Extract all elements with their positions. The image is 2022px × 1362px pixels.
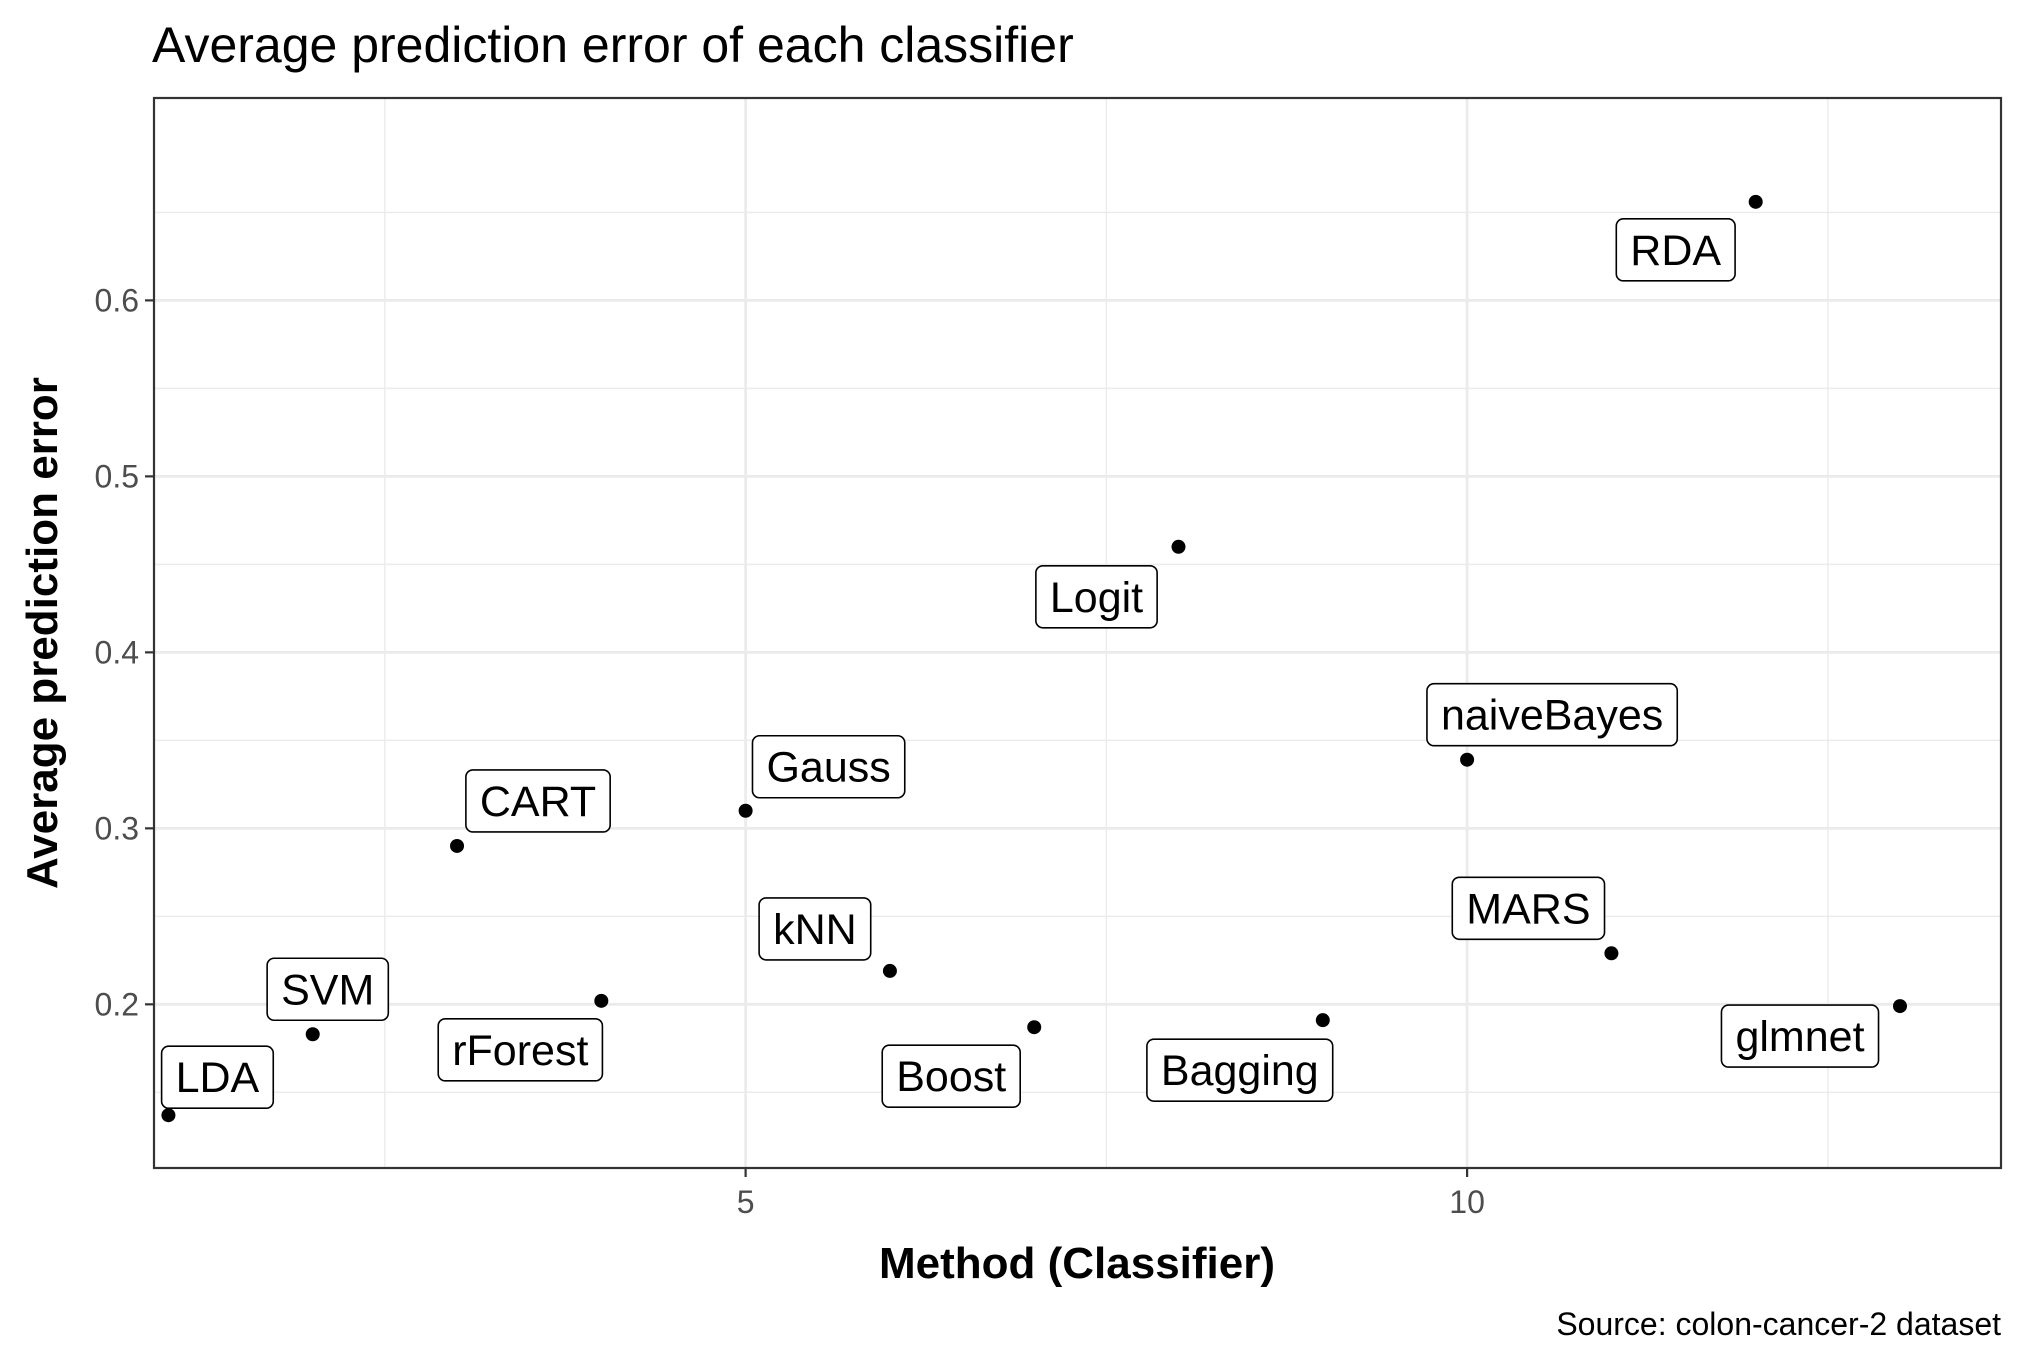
- label-box: [160, 1045, 275, 1110]
- label-box: [1426, 682, 1679, 747]
- point-label: RDA: [1615, 218, 1736, 282]
- plot-border: [152, 96, 2003, 1170]
- point-label: rForest: [437, 1018, 604, 1082]
- label-box: [758, 897, 872, 961]
- x-tick-label: 10: [1449, 1184, 1485, 1220]
- label-box: [266, 957, 390, 1022]
- data-point: [1171, 539, 1186, 554]
- label-text: LDA: [176, 1054, 260, 1102]
- label-text: MARS: [1466, 885, 1590, 933]
- label-box: [751, 734, 906, 799]
- y-axis-title: Average prediction error: [18, 377, 67, 889]
- label-text: Gauss: [766, 744, 890, 792]
- label-box: [1615, 218, 1736, 282]
- label-box: [1035, 564, 1158, 629]
- data-point: [882, 963, 897, 978]
- point-label: LDA: [160, 1045, 275, 1110]
- major-grid: [154, 98, 2001, 1168]
- x-axis: 5 10: [737, 1168, 1485, 1220]
- data-point: [594, 993, 609, 1008]
- x-axis-title: Method (Classifier): [879, 1239, 1275, 1288]
- point-label: kNN: [758, 897, 872, 961]
- data-point: [738, 803, 753, 818]
- label-box: [1146, 1038, 1334, 1102]
- data-point: [1604, 946, 1619, 961]
- label-text: RDA: [1630, 227, 1721, 275]
- label-text: Logit: [1050, 574, 1143, 622]
- point-label: SVM: [266, 957, 390, 1022]
- data-point: [1460, 752, 1475, 767]
- chart-title: Average prediction error of each classif…: [152, 17, 1074, 73]
- label-text: glmnet: [1735, 1013, 1864, 1061]
- data-point: [1315, 1013, 1330, 1028]
- label-box: [465, 769, 611, 833]
- label-text: rForest: [452, 1027, 588, 1075]
- data-point: [1892, 999, 1907, 1014]
- data-point: [161, 1108, 176, 1123]
- chart-caption: Source: colon-cancer-2 dataset: [1556, 1306, 2001, 1342]
- data-point: [1748, 194, 1763, 209]
- data-point: [450, 838, 465, 853]
- label-text: Bagging: [1161, 1047, 1319, 1095]
- point-label: Boost: [881, 1044, 1021, 1109]
- point-label: naiveBayes: [1426, 682, 1679, 747]
- x-tick-label: 5: [737, 1184, 755, 1220]
- label-text: naiveBayes: [1441, 692, 1663, 740]
- label-box: [881, 1044, 1021, 1109]
- point-label: glmnet: [1720, 1004, 1880, 1068]
- y-tick-label: 0.2: [95, 986, 139, 1022]
- label-text: CART: [480, 778, 596, 826]
- label-text: kNN: [773, 906, 857, 954]
- y-tick-label: 0.5: [95, 458, 139, 494]
- label-text: Boost: [896, 1053, 1006, 1101]
- point-label: MARS: [1451, 876, 1606, 941]
- minor-grid: [154, 98, 2001, 1168]
- label-box: [1720, 1004, 1880, 1068]
- data-points: [161, 194, 1907, 1123]
- y-tick-label: 0.4: [95, 634, 139, 670]
- y-tick-label: 0.6: [95, 282, 139, 318]
- label-box: [1451, 876, 1606, 941]
- data-point: [305, 1027, 320, 1042]
- data-point: [1027, 1020, 1042, 1035]
- point-label: Logit: [1035, 564, 1158, 629]
- point-label: CART: [465, 769, 611, 833]
- point-label: Gauss: [751, 734, 906, 799]
- point-labels: LDA SVM CART rForest Gauss kNN Boost Logit Baggi…: [160, 218, 1880, 1110]
- label-box: [437, 1018, 604, 1082]
- label-text: SVM: [281, 966, 374, 1014]
- point-label: Bagging: [1146, 1038, 1334, 1102]
- y-axis: 0.2 0.3 0.4 0.5 0.6: [95, 282, 154, 1022]
- y-tick-label: 0.3: [95, 810, 139, 846]
